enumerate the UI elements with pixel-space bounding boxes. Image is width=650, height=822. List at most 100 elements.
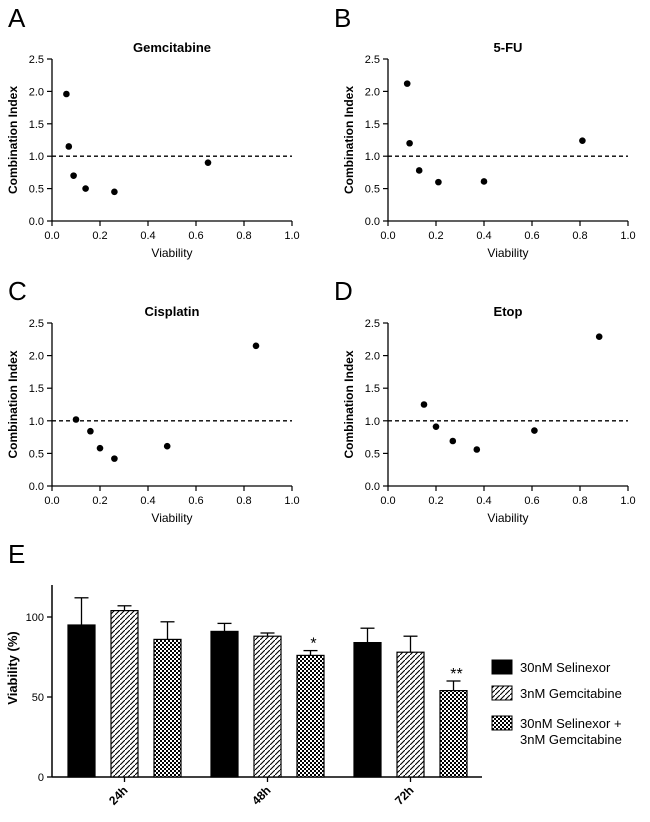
- data-point: [163, 442, 171, 450]
- bar: [439, 689, 468, 778]
- data-point: [432, 423, 440, 430]
- y-tick-label: 2.5: [29, 318, 44, 330]
- panel-title-A: Gemcitabine: [133, 40, 211, 55]
- x-tick-label: 0.0: [380, 495, 395, 507]
- x-tick-label: 0.2: [92, 230, 107, 242]
- data-point: [70, 172, 77, 179]
- bar: [253, 635, 282, 778]
- panel-A: A Gemcitabine 0.0 0.5 1.0 1.5 2.0 2.5 0.0 0.2 0.4 0…: [6, 3, 300, 260]
- x-tick-label: 0.8: [572, 230, 587, 242]
- x-category-label: 48h: [249, 783, 274, 808]
- y-tick-label: 2.0: [29, 351, 44, 363]
- data-point: [449, 437, 457, 445]
- data-point: [252, 342, 260, 350]
- x-axis-label: Viability: [487, 246, 528, 260]
- legend-label: 3nM Gemcitabine: [520, 686, 622, 701]
- y-tick-label: 100: [26, 612, 44, 624]
- data-point: [435, 178, 442, 186]
- y-tick-label: 0.5: [365, 448, 380, 460]
- x-tick-label: 0.0: [44, 495, 59, 507]
- y-tick-label: 2.0: [365, 86, 380, 98]
- data-point: [111, 455, 118, 462]
- x-category-label: 72h: [392, 783, 417, 808]
- x-category-label: 24h: [106, 783, 131, 808]
- data-point: [420, 401, 428, 408]
- data-point: [403, 80, 411, 87]
- x-axis-label: Viability: [487, 511, 528, 525]
- y-tick-label: 0.0: [365, 481, 380, 493]
- x-tick-label: 0.8: [572, 495, 587, 507]
- scatter-panels: A Gemcitabine 0.0 0.5 1.0 1.5 2.0 2.5 0.0 0.2 0.4 0…: [6, 3, 636, 525]
- data-point: [579, 137, 586, 144]
- x-tick-label: 1.0: [284, 230, 299, 242]
- panel-letter-B: B: [334, 3, 351, 33]
- data-point: [480, 178, 488, 185]
- significance-marker: *: [310, 636, 316, 653]
- data-point: [415, 167, 423, 174]
- legend-label: 3nM Gemcitabine: [520, 732, 622, 747]
- y-tick-label: 0.0: [29, 216, 44, 228]
- y-tick-label: 0.5: [365, 184, 380, 196]
- y-tick-label: 1.5: [365, 119, 380, 131]
- y-tick-label: 2.5: [365, 318, 380, 330]
- y-axis-label: Combination Index: [342, 86, 356, 194]
- y-tick-label: 1.5: [29, 383, 44, 395]
- data-point: [72, 416, 80, 423]
- x-tick-label: 0.8: [236, 230, 251, 242]
- x-tick-label: 0.6: [188, 230, 203, 242]
- panel-D: D Etop 0.0 0.5 1.0 1.5 2.0 2.5 0.0 0.2 0.4 0.6 0.8 1.…: [334, 276, 636, 525]
- y-tick-label: 0: [38, 772, 44, 784]
- x-axis-label: Viability: [151, 246, 192, 260]
- bar: [353, 641, 382, 778]
- panel-B: B 5-FU 0.0 0.5 1.0 1.5 2.0 2.5 0.0 0.2 0.4 0.6 0.8 1.…: [334, 3, 636, 260]
- data-point: [531, 427, 538, 434]
- legend-swatch: [491, 685, 513, 701]
- x-tick-label: 0.8: [236, 495, 251, 507]
- y-tick-label: 50: [32, 692, 44, 704]
- y-tick-label: 0.0: [365, 216, 380, 228]
- y-axis-label: Viability (%): [5, 631, 20, 704]
- x-tick-label: 0.6: [188, 495, 203, 507]
- y-tick-label: 0.5: [29, 448, 44, 460]
- data-point: [204, 159, 212, 166]
- y-tick-label: 0.5: [29, 184, 44, 196]
- bar: [67, 624, 96, 778]
- x-tick-label: 0.0: [380, 230, 395, 242]
- panel-letter-A: A: [8, 3, 26, 33]
- panel-title-D: Etop: [494, 304, 523, 319]
- panel-C: C Cisplatin 0.0 0.5 1.0 1.5 2.0 2.5 0.0 0.2 0.4 0.6…: [6, 276, 300, 525]
- legend-swatch: [491, 659, 513, 675]
- y-tick-label: 2.5: [29, 54, 44, 66]
- significance-marker: **: [450, 666, 462, 683]
- data-point: [63, 90, 70, 98]
- data-point: [473, 446, 481, 453]
- x-tick-label: 0.2: [92, 495, 107, 507]
- x-tick-label: 1.0: [620, 230, 635, 242]
- y-axis-label: Combination Index: [6, 350, 20, 458]
- y-tick-label: 1.0: [365, 416, 380, 428]
- x-tick-label: 0.4: [140, 230, 155, 242]
- bar: [153, 638, 182, 778]
- y-tick-label: 1.0: [29, 416, 44, 428]
- data-point: [82, 185, 89, 192]
- data-point: [111, 188, 118, 196]
- data-point: [87, 427, 94, 435]
- x-tick-label: 1.0: [284, 495, 299, 507]
- y-tick-label: 0.0: [29, 481, 44, 493]
- data-point: [65, 143, 73, 150]
- x-tick-label: 0.2: [428, 495, 443, 507]
- x-tick-label: 0.6: [524, 230, 539, 242]
- panel-letter-E: E: [8, 539, 25, 569]
- x-tick-label: 0.6: [524, 495, 539, 507]
- y-tick-label: 1.5: [365, 383, 380, 395]
- panel-title-C: Cisplatin: [145, 304, 200, 319]
- bar: [296, 654, 325, 778]
- y-axis-label: Combination Index: [6, 86, 20, 194]
- panel-letter-C: C: [8, 276, 27, 306]
- panel-letter-D: D: [334, 276, 353, 306]
- legend-label: 30nM Selinexor +: [520, 716, 622, 731]
- data-point: [406, 139, 413, 147]
- bar: [396, 651, 425, 778]
